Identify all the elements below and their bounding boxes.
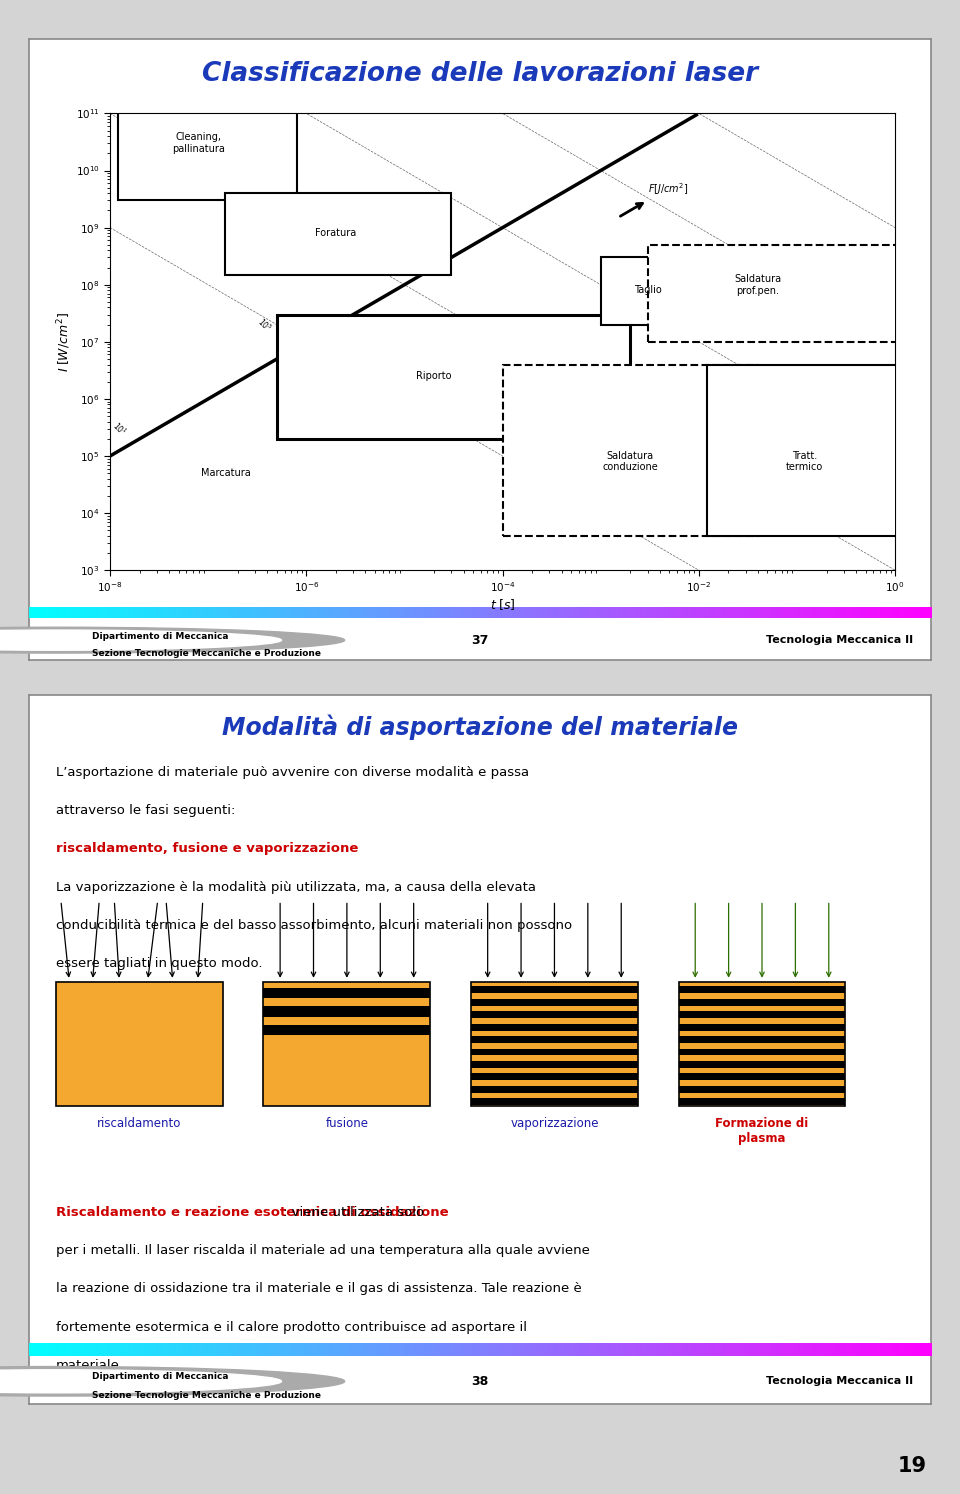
Text: Tecnologia Meccanica II: Tecnologia Meccanica II <box>766 1376 913 1386</box>
Text: Taglio: Taglio <box>634 285 661 296</box>
Text: Tratt.
termico: Tratt. termico <box>786 451 824 472</box>
Bar <box>679 982 846 1106</box>
Text: essere tagliati in questo modo.: essere tagliati in questo modo. <box>56 958 262 970</box>
Circle shape <box>0 627 345 653</box>
Text: Tecnologia Meccanica II: Tecnologia Meccanica II <box>766 635 913 645</box>
Text: Dipartimento di Meccanica: Dipartimento di Meccanica <box>92 1371 228 1380</box>
Text: $10^{9}$: $10^{9}$ <box>276 248 296 267</box>
Bar <box>679 1073 846 1080</box>
FancyBboxPatch shape <box>503 365 757 536</box>
Text: Sezione Tecnologie Meccaniche e Produzione: Sezione Tecnologie Meccaniche e Produzio… <box>92 1391 321 1400</box>
Text: 19: 19 <box>898 1457 926 1476</box>
Text: riscaldamento: riscaldamento <box>97 1118 181 1129</box>
Text: Saldatura
prof.pen.: Saldatura prof.pen. <box>734 273 781 296</box>
Circle shape <box>0 1367 345 1395</box>
FancyBboxPatch shape <box>601 257 689 324</box>
Text: attraverso le fasi seguenti:: attraverso le fasi seguenti: <box>56 804 235 817</box>
Text: Sezione Tecnologie Meccaniche e Produzione: Sezione Tecnologie Meccaniche e Produzio… <box>92 648 321 657</box>
FancyBboxPatch shape <box>647 245 898 342</box>
Text: Dipartimento di Meccanica: Dipartimento di Meccanica <box>92 632 228 641</box>
Text: la reazione di ossidazione tra il materiale e il gas di assistenza. Tale reazion: la reazione di ossidazione tra il materi… <box>56 1282 582 1295</box>
Text: conducibilità termica e del basso assorbimento, alcuni materiali non possono: conducibilità termica e del basso assorb… <box>56 919 572 932</box>
Text: Formazione di
plasma: Formazione di plasma <box>715 1118 808 1144</box>
Text: Modalità di asportazione del materiale: Modalità di asportazione del materiale <box>222 714 738 740</box>
Bar <box>471 999 638 1005</box>
Text: $10^{5}$: $10^{5}$ <box>255 315 275 335</box>
Bar <box>263 988 430 998</box>
Text: : viene utilizzata solo: : viene utilizzata solo <box>283 1206 424 1219</box>
Bar <box>471 986 638 994</box>
Text: fortemente esotermica e il calore prodotto contribuisce ad asportare il: fortemente esotermica e il calore prodot… <box>56 1321 527 1334</box>
Bar <box>471 1061 638 1068</box>
Bar <box>679 1086 846 1092</box>
Bar <box>679 1011 846 1017</box>
Bar <box>471 982 638 1106</box>
X-axis label: $t\;[s]$: $t\;[s]$ <box>490 598 516 613</box>
Text: materiale.: materiale. <box>56 1360 124 1371</box>
Text: Classificazione delle lavorazioni laser: Classificazione delle lavorazioni laser <box>202 61 758 87</box>
Text: riscaldamento, fusione e vaporizzazione: riscaldamento, fusione e vaporizzazione <box>56 843 358 856</box>
Bar <box>471 1023 638 1031</box>
Bar <box>679 1098 846 1106</box>
FancyBboxPatch shape <box>707 365 898 536</box>
Text: Marcatura: Marcatura <box>201 468 251 478</box>
Text: L’asportazione di materiale può avvenire con diverse modalità e passa: L’asportazione di materiale può avvenire… <box>56 765 529 778</box>
Bar <box>679 1037 846 1043</box>
Bar <box>471 1011 638 1017</box>
Text: La vaporizzazione è la modalità più utilizzata, ma, a causa della elevata: La vaporizzazione è la modalità più util… <box>56 880 536 893</box>
Bar <box>263 982 430 1106</box>
FancyBboxPatch shape <box>276 315 630 439</box>
Text: $10^{1}$: $10^{1}$ <box>110 420 130 438</box>
Bar <box>471 1049 638 1055</box>
FancyBboxPatch shape <box>118 114 297 200</box>
Bar <box>679 1061 846 1068</box>
Text: $F[J/cm^2]$: $F[J/cm^2]$ <box>647 181 688 197</box>
Bar <box>263 1025 430 1035</box>
Text: $10^{17}$: $10^{17}$ <box>261 160 283 181</box>
Bar <box>471 1073 638 1080</box>
Text: Riscaldamento e reazione esotermica di ossidazione: Riscaldamento e reazione esotermica di o… <box>56 1206 448 1219</box>
Text: 38: 38 <box>471 1374 489 1388</box>
Circle shape <box>0 1370 281 1392</box>
Bar <box>679 986 846 994</box>
Bar <box>471 1086 638 1092</box>
Circle shape <box>0 630 281 650</box>
FancyBboxPatch shape <box>226 193 451 275</box>
Bar <box>679 1023 846 1031</box>
Text: Saldatura
conduzione: Saldatura conduzione <box>602 451 659 472</box>
Bar <box>56 982 223 1106</box>
Text: per i metalli. Il laser riscalda il materiale ad una temperatura alla quale avvi: per i metalli. Il laser riscalda il mate… <box>56 1245 589 1256</box>
Text: fusione: fusione <box>325 1118 369 1129</box>
Bar <box>263 1007 430 1016</box>
Y-axis label: $I\;[W/cm^2]$: $I\;[W/cm^2]$ <box>55 312 73 372</box>
Text: 37: 37 <box>471 633 489 647</box>
Text: Riporto: Riporto <box>417 371 452 381</box>
Text: Cleaning,
pallinatura: Cleaning, pallinatura <box>172 133 225 154</box>
Text: vaporizzazione: vaporizzazione <box>510 1118 599 1129</box>
Bar <box>679 999 846 1005</box>
Bar <box>471 1037 638 1043</box>
Bar <box>679 1049 846 1055</box>
Text: $10^{13}$: $10^{13}$ <box>336 190 357 211</box>
Bar <box>471 1098 638 1106</box>
Text: Foratura: Foratura <box>315 229 356 238</box>
